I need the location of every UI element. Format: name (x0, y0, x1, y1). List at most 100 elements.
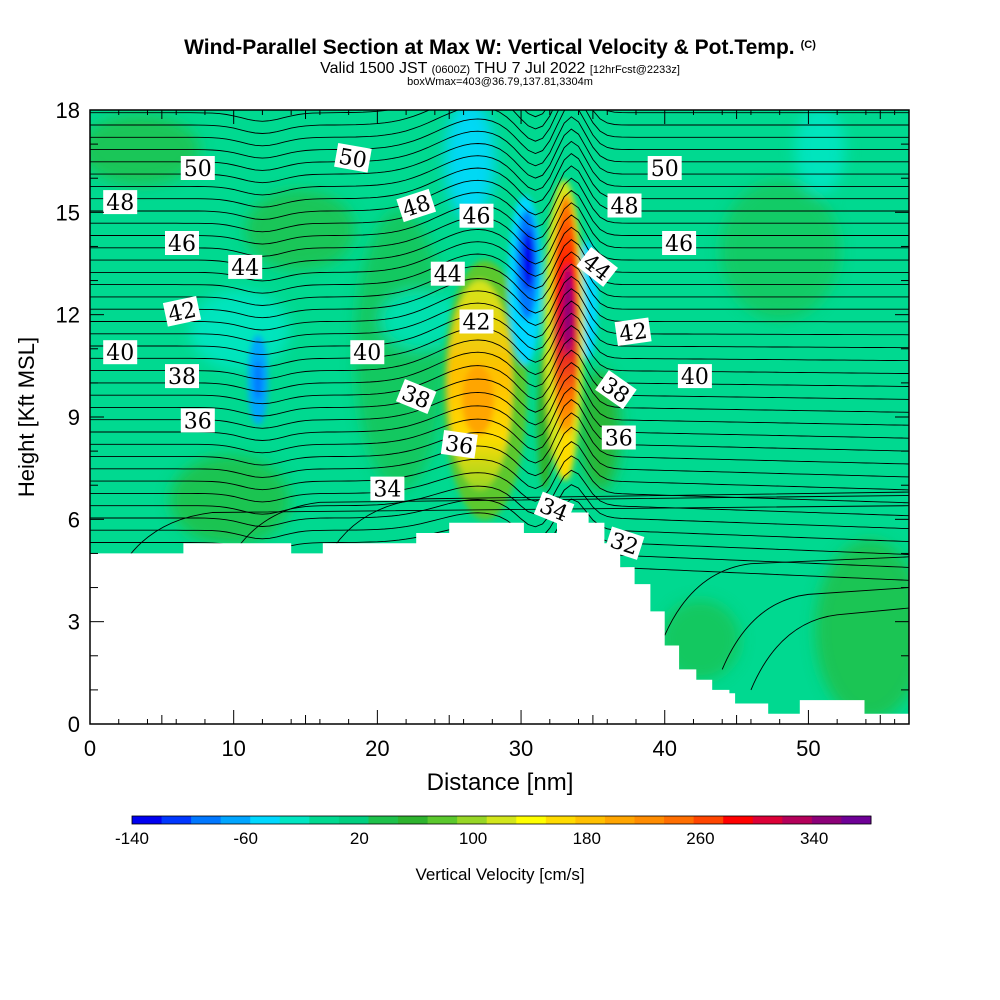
contour-label: 36 (601, 425, 636, 452)
colorbar-swatch (634, 816, 665, 824)
x-tick-label: 10 (221, 736, 245, 761)
colorbar-swatch (132, 816, 163, 824)
y-axis-label: Height [Kft MSL] (14, 337, 39, 497)
isoline (90, 110, 909, 147)
isoline (90, 110, 909, 122)
contour-label-text: 38 (168, 365, 196, 390)
isoline (90, 128, 909, 184)
contour-label: 48 (103, 190, 138, 216)
contour-label: 40 (350, 340, 385, 366)
isoline (90, 325, 909, 380)
isoline (90, 441, 909, 491)
isoline (90, 116, 909, 171)
x-tick-label: 40 (652, 736, 676, 761)
contour-label-text: 40 (681, 365, 709, 390)
colorbar-tick-label: 180 (573, 829, 601, 848)
colorbar-swatch (516, 816, 547, 824)
terrain-mask (90, 512, 909, 724)
x-tick-label: 50 (796, 736, 820, 761)
y-tick-label: 15 (56, 200, 80, 225)
contour-label: 48 (607, 193, 642, 220)
colorbar-tick-label: 340 (800, 829, 828, 848)
isoline (90, 140, 909, 196)
vertical-velocity-field (90, 110, 909, 724)
contour-label-text: 34 (373, 478, 401, 503)
chart-title: Wind-Parallel Section at Max W: Vertical… (184, 36, 816, 59)
isoline (90, 275, 909, 331)
valid-utc: (0600Z) (431, 64, 471, 76)
contour-label: 34 (533, 491, 575, 527)
isoline (90, 399, 909, 454)
isoline (90, 386, 909, 441)
colorbar-swatch (782, 816, 813, 824)
contour-label-text: 50 (651, 157, 679, 182)
colorbar-swatch (841, 816, 872, 824)
colorbar-swatch (752, 816, 783, 824)
isoline (90, 239, 909, 294)
colorbar-swatch (250, 816, 281, 824)
isoline (90, 312, 909, 368)
x-tick-label: 20 (365, 736, 389, 761)
y-tick-label: 0 (68, 712, 80, 737)
y-tick-label: 9 (68, 405, 80, 430)
isoline (750, 607, 909, 691)
contour-label: 50 (647, 156, 682, 182)
isoline (90, 189, 909, 245)
contour-label-text: 48 (106, 191, 134, 216)
contour-label: 38 (165, 364, 199, 390)
isoline (90, 165, 909, 220)
contour-label: 46 (662, 231, 697, 257)
contour-label: 34 (370, 476, 405, 503)
colorbar-swatch (338, 816, 369, 824)
isoline (90, 214, 909, 270)
contour-label: 50 (334, 143, 372, 174)
isoline (90, 412, 909, 466)
isoline (90, 153, 909, 208)
contour-label: 40 (677, 364, 712, 390)
contour-label-text: 40 (353, 341, 381, 366)
contour-label-text: 50 (184, 157, 212, 182)
colorbar-swatch (575, 816, 606, 824)
contour-label: 46 (459, 203, 494, 230)
isoline (90, 455, 909, 504)
colorbar-swatch (191, 816, 222, 824)
colorbar-swatch (368, 816, 399, 824)
colorbar-tick-label: 20 (350, 829, 369, 848)
colorbar-swatch (309, 816, 340, 824)
box-info: boxWmax=403@36.79,137.81,3304m (407, 76, 593, 88)
isoline (90, 484, 909, 530)
colorbar-swatch (693, 816, 724, 824)
colorbar: -140 -60 20 100 180 260 340 (115, 815, 872, 848)
contour-label-text: 36 (184, 409, 212, 434)
isoline (90, 374, 909, 429)
isoline (90, 288, 909, 343)
isoline (90, 362, 909, 417)
title-mark: (C) (800, 39, 816, 51)
isoline (90, 469, 909, 517)
contour-label-text: 42 (618, 319, 649, 348)
isoline (90, 498, 909, 543)
colorbar-label: Vertical Velocity [cm/s] (415, 865, 584, 884)
contour-label: 36 (180, 408, 215, 434)
contour-label: 46 (165, 231, 199, 257)
colorbar-swatch (398, 816, 429, 824)
colorbar-tick-label: -60 (233, 829, 258, 848)
contour-label-text: 46 (168, 232, 196, 257)
colorbar-swatch (664, 816, 695, 824)
contour-label: 42 (162, 296, 202, 328)
contour-label-text: 44 (434, 263, 462, 288)
y-tick-label: 3 (68, 610, 80, 635)
isoline (90, 426, 909, 478)
contour-label: 40 (103, 340, 138, 366)
isoline (90, 263, 909, 319)
isoline (125, 505, 909, 561)
colorbar-swatch (486, 816, 517, 824)
colorbar-swatch (604, 816, 636, 824)
contour-label: 44 (430, 261, 465, 288)
colorbar-swatch (279, 816, 310, 824)
isoline (333, 491, 909, 547)
isoline (90, 226, 909, 282)
colorbar-swatch (457, 816, 488, 824)
y-tick-label: 6 (68, 507, 80, 532)
